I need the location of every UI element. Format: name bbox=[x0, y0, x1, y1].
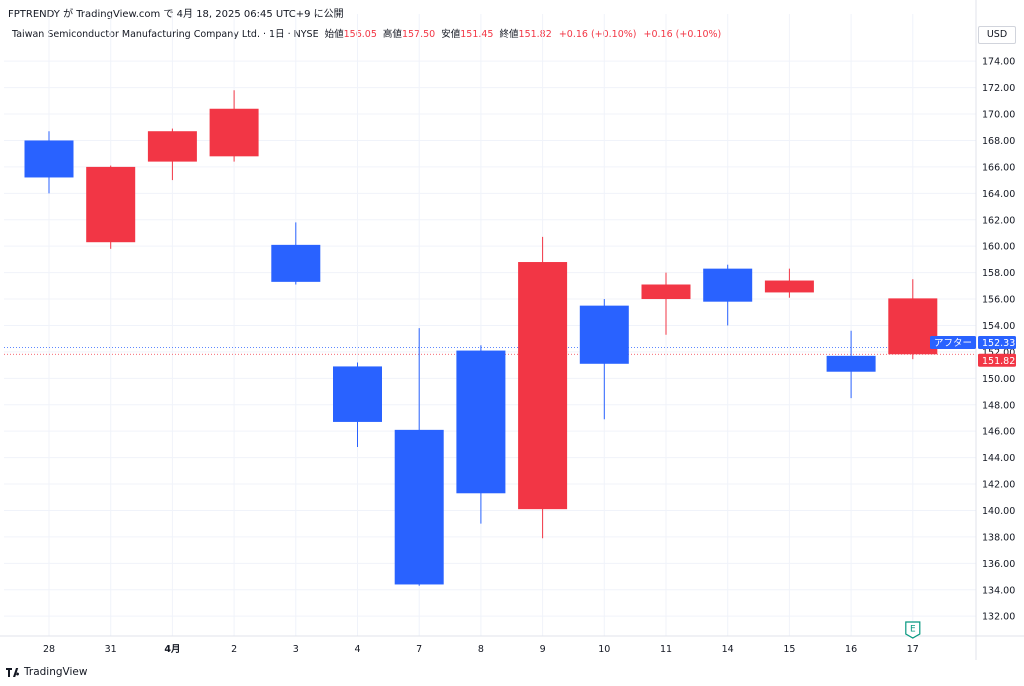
tradingview-brand: TradingView bbox=[6, 666, 87, 680]
x-tick-label: 15 bbox=[783, 644, 795, 655]
y-tick-label: 132.00 bbox=[982, 612, 1015, 623]
tradingview-logo-icon bbox=[6, 668, 20, 680]
session-label: アフター bbox=[934, 338, 972, 349]
candle-body[interactable] bbox=[209, 108, 259, 157]
y-tick-label: 142.00 bbox=[982, 480, 1015, 491]
price-tag bbox=[978, 336, 1016, 350]
close-label: 終値 bbox=[499, 29, 519, 40]
price-tag bbox=[978, 353, 1016, 367]
candle-body[interactable] bbox=[147, 131, 197, 162]
y-tick-label: 162.00 bbox=[982, 215, 1015, 226]
earnings-marker-icon[interactable] bbox=[905, 621, 921, 639]
y-tick-label: 156.00 bbox=[982, 295, 1015, 306]
y-tick-label: 154.00 bbox=[982, 321, 1015, 332]
y-tick-label: 134.00 bbox=[982, 585, 1015, 596]
open-value: 156.05 bbox=[343, 29, 377, 40]
price-tag-value: 151.82 bbox=[982, 356, 1015, 367]
candle-body[interactable] bbox=[24, 140, 74, 178]
y-tick-label: 168.00 bbox=[982, 136, 1015, 147]
brand-label: TradingView bbox=[24, 666, 88, 678]
change-value: +0.16 (+0.10%) bbox=[558, 29, 637, 40]
x-tick-label: 28 bbox=[43, 644, 55, 655]
candle-body[interactable] bbox=[703, 268, 753, 302]
candle-body[interactable] bbox=[456, 350, 506, 494]
candle-body[interactable] bbox=[826, 355, 876, 372]
price-tag-value: 152.33 bbox=[982, 338, 1015, 349]
symbol-line: Taiwan Semiconductor Manufacturing Compa… bbox=[12, 29, 319, 40]
candle-body[interactable] bbox=[86, 166, 136, 243]
y-tick-label: 160.00 bbox=[982, 242, 1015, 253]
candle-body[interactable] bbox=[394, 429, 444, 585]
y-tick-label: 164.00 bbox=[982, 189, 1015, 200]
x-tick-label: 16 bbox=[845, 644, 857, 655]
earnings-marker-label: E bbox=[910, 625, 916, 635]
candle-body[interactable] bbox=[764, 280, 814, 293]
y-tick-label: 140.00 bbox=[982, 506, 1015, 517]
y-tick-label: 146.00 bbox=[982, 427, 1015, 438]
publisher-line: FPTRENDY が TradingView.com で 4月 18, 2025… bbox=[8, 9, 344, 20]
y-tick-label: 170.00 bbox=[982, 110, 1015, 121]
y-tick-label: 136.00 bbox=[982, 559, 1015, 570]
currency-selector[interactable]: USD bbox=[978, 26, 1016, 44]
x-tick-label: 4 bbox=[354, 644, 360, 655]
y-tick-label: 172.00 bbox=[982, 83, 1015, 94]
high-value: 157.50 bbox=[401, 29, 436, 40]
x-tick-label: 7 bbox=[416, 644, 422, 655]
candle-body[interactable] bbox=[518, 262, 568, 510]
y-tick-label: 148.00 bbox=[982, 400, 1015, 411]
session-label-tag bbox=[930, 336, 976, 350]
y-tick-label: 144.00 bbox=[982, 453, 1015, 464]
x-tick-label: 8 bbox=[478, 644, 484, 655]
low-label: 安値 bbox=[441, 29, 461, 40]
y-tick-label: 150.00 bbox=[982, 374, 1015, 385]
y-tick-label: 166.00 bbox=[982, 162, 1015, 173]
x-tick-label: 9 bbox=[540, 644, 546, 655]
candle-body[interactable] bbox=[333, 366, 382, 422]
candle-body[interactable] bbox=[888, 298, 938, 355]
x-tick-label: 2 bbox=[231, 644, 237, 655]
y-tick-label: 138.00 bbox=[982, 532, 1015, 543]
x-tick-label: 4月 bbox=[164, 644, 180, 655]
y-tick-label: 158.00 bbox=[982, 268, 1015, 279]
x-tick-label: 31 bbox=[105, 644, 117, 655]
x-tick-label: 11 bbox=[660, 644, 672, 655]
low-value: 151.45 bbox=[460, 29, 494, 40]
symbol-info-line: Taiwan Semiconductor Manufacturing Compa… bbox=[12, 26, 721, 40]
x-tick-label: 14 bbox=[722, 644, 734, 655]
change-value-2: +0.16 (+0.10%) bbox=[643, 29, 722, 40]
y-tick-label: 152.00 bbox=[982, 347, 1015, 358]
close-value: 151.82 bbox=[518, 29, 552, 40]
y-tick-label: 174.00 bbox=[982, 57, 1015, 68]
candle-body[interactable] bbox=[579, 305, 629, 364]
candle-body[interactable] bbox=[641, 284, 691, 300]
x-tick-label: 17 bbox=[907, 644, 919, 655]
x-tick-label: 3 bbox=[293, 644, 299, 655]
candle-body[interactable] bbox=[271, 244, 321, 282]
open-label: 始値 bbox=[324, 29, 344, 40]
x-tick-label: 10 bbox=[598, 644, 610, 655]
high-label: 高値 bbox=[382, 29, 402, 40]
